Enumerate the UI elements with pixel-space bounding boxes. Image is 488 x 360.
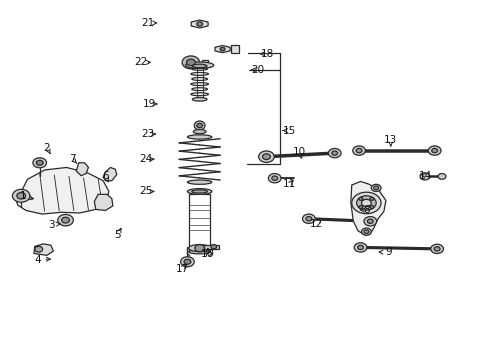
Text: 1: 1: [20, 191, 26, 201]
Text: 19: 19: [142, 99, 156, 109]
Circle shape: [369, 206, 373, 208]
Circle shape: [262, 154, 270, 159]
Circle shape: [355, 148, 361, 153]
Text: 18: 18: [261, 49, 274, 59]
Circle shape: [35, 246, 42, 252]
Ellipse shape: [187, 189, 211, 194]
Text: 7: 7: [69, 154, 76, 164]
Bar: [230, 45, 238, 53]
Text: 20: 20: [251, 64, 264, 75]
Circle shape: [366, 219, 372, 224]
Ellipse shape: [191, 190, 207, 193]
Ellipse shape: [192, 98, 206, 101]
Text: 24: 24: [139, 154, 152, 164]
Circle shape: [61, 217, 69, 223]
Circle shape: [182, 56, 199, 69]
Bar: [203, 245, 218, 249]
Circle shape: [17, 193, 25, 199]
Text: 15: 15: [282, 126, 295, 135]
Circle shape: [430, 244, 443, 253]
Circle shape: [196, 123, 202, 128]
Circle shape: [363, 217, 376, 226]
Circle shape: [305, 217, 311, 221]
Circle shape: [271, 176, 277, 180]
Text: 9: 9: [384, 247, 391, 257]
Text: 21: 21: [141, 18, 154, 28]
Circle shape: [437, 174, 445, 179]
Text: 6: 6: [102, 171, 109, 181]
Polygon shape: [103, 167, 117, 181]
Circle shape: [373, 186, 378, 190]
Polygon shape: [15, 167, 109, 214]
Circle shape: [331, 151, 337, 155]
Text: 10: 10: [292, 147, 305, 157]
Polygon shape: [215, 46, 230, 53]
Circle shape: [353, 243, 366, 252]
Circle shape: [427, 146, 440, 155]
Circle shape: [370, 184, 380, 192]
Ellipse shape: [185, 62, 213, 68]
Circle shape: [431, 148, 437, 153]
Text: 14: 14: [418, 171, 431, 181]
Text: 11: 11: [282, 179, 295, 189]
Polygon shape: [34, 244, 53, 255]
Circle shape: [183, 259, 190, 264]
Text: 17: 17: [175, 264, 188, 274]
Circle shape: [33, 158, 46, 168]
Ellipse shape: [194, 121, 204, 130]
Text: 16: 16: [201, 248, 214, 258]
Polygon shape: [191, 20, 208, 28]
Text: 23: 23: [141, 129, 154, 139]
Circle shape: [363, 230, 368, 233]
Bar: [202, 60, 207, 64]
Ellipse shape: [192, 64, 206, 68]
Circle shape: [186, 59, 195, 66]
Circle shape: [210, 244, 216, 249]
Circle shape: [361, 228, 370, 235]
Circle shape: [58, 215, 73, 226]
Circle shape: [356, 196, 375, 210]
Text: 5: 5: [114, 230, 121, 239]
Polygon shape: [94, 194, 113, 211]
Circle shape: [358, 197, 362, 200]
Circle shape: [258, 151, 274, 162]
Circle shape: [12, 189, 30, 202]
Text: 12: 12: [309, 219, 323, 229]
Polygon shape: [76, 163, 88, 176]
Text: 8: 8: [363, 206, 369, 216]
Circle shape: [220, 47, 224, 51]
Circle shape: [361, 199, 370, 207]
Ellipse shape: [188, 244, 210, 252]
Ellipse shape: [187, 135, 211, 139]
Circle shape: [36, 160, 43, 165]
Text: 25: 25: [139, 186, 152, 197]
Text: 22: 22: [134, 57, 147, 67]
Circle shape: [196, 22, 202, 26]
Ellipse shape: [187, 180, 211, 184]
Circle shape: [194, 244, 204, 252]
Circle shape: [419, 173, 429, 180]
Circle shape: [351, 192, 380, 214]
Circle shape: [352, 146, 365, 155]
Text: 4: 4: [34, 255, 41, 265]
Circle shape: [433, 247, 439, 251]
Ellipse shape: [188, 249, 210, 254]
Text: 13: 13: [384, 135, 397, 145]
Text: 3: 3: [48, 220, 55, 230]
Text: 2: 2: [43, 143, 50, 153]
Circle shape: [268, 174, 281, 183]
Circle shape: [302, 214, 315, 224]
Circle shape: [369, 197, 373, 200]
Circle shape: [328, 148, 340, 158]
Ellipse shape: [193, 130, 205, 134]
Polygon shape: [350, 181, 385, 235]
Circle shape: [180, 257, 194, 267]
Circle shape: [358, 206, 362, 208]
Circle shape: [357, 245, 363, 249]
